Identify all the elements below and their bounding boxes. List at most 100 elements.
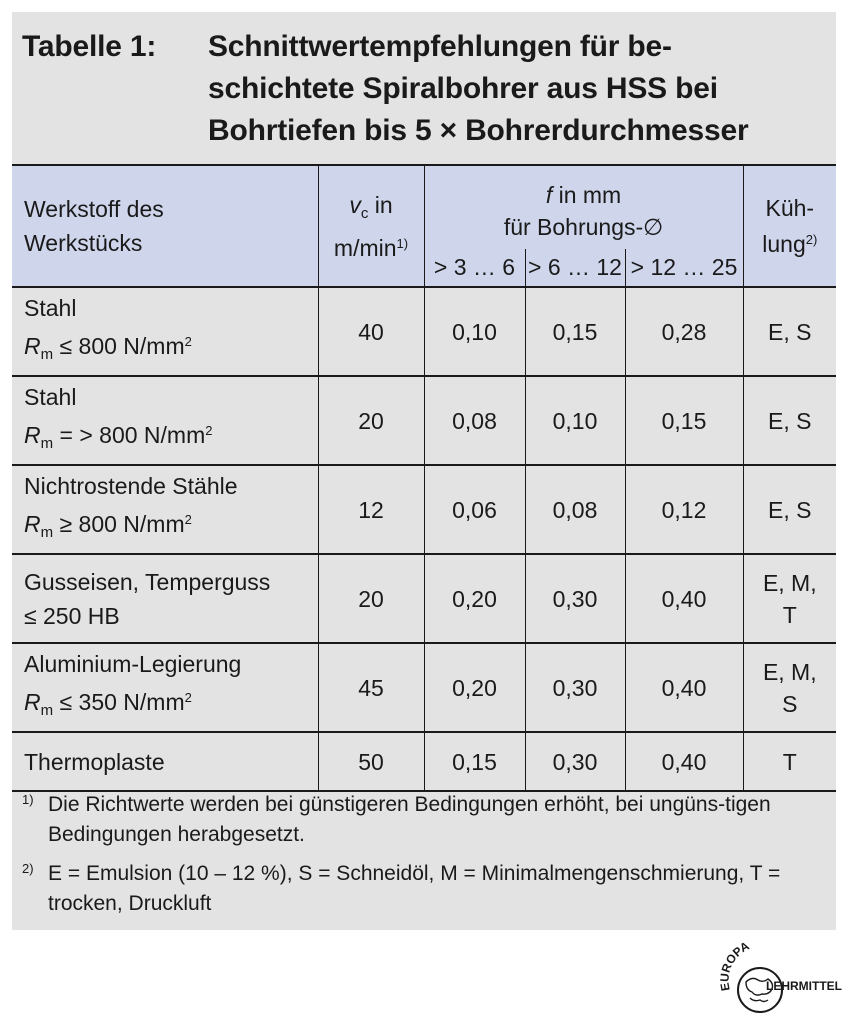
feed-cell: 0,15 xyxy=(423,731,525,791)
rm-value: ≤ 800 N/mm xyxy=(53,333,185,359)
vc-sub: c xyxy=(360,204,369,222)
cooling-value: E, S xyxy=(768,496,812,523)
vc-in: in xyxy=(368,191,393,218)
feed-cell: 0,08 xyxy=(423,375,525,465)
table-panel: Tabelle 1: Schnittwertempfehlungen für b… xyxy=(12,12,837,930)
cooling-value: T xyxy=(782,601,797,628)
vc-note: 1) xyxy=(396,235,409,251)
cool-line: lung xyxy=(762,231,806,257)
rm-sub: m xyxy=(40,524,54,541)
caption-line: schichtete Spiralbohrer aus HSS bei xyxy=(208,72,718,105)
rm-value: ≥ 800 N/mm xyxy=(53,511,185,537)
rm-value: ≤ 350 N/mm xyxy=(53,689,185,715)
rm-exp: 2 xyxy=(184,512,192,527)
cooling-value: E, S xyxy=(768,407,812,434)
rm-symbol: R xyxy=(24,689,41,715)
material-name: Stahl xyxy=(24,295,77,321)
feed-cell: 0,30 xyxy=(524,642,625,732)
footnote-marker: 2) xyxy=(22,861,34,876)
table-row: Gusseisen, Temperguss ≤ 250 HB 20 0,20 0,30 0… xyxy=(12,553,837,643)
feed-cell: 0,40 xyxy=(624,553,744,643)
vc-cell: 45 xyxy=(317,642,424,732)
logo-bottom-text: LEHRMITTEL xyxy=(766,979,842,993)
footnote-marker: 1) xyxy=(22,792,34,807)
europa-lehrmittel-logo: EUROPA LEHRMITTEL xyxy=(717,939,842,1013)
rm-exp: 2 xyxy=(184,690,192,705)
material-name: Aluminium-Legierung xyxy=(24,651,242,677)
cooling-value: E, M, xyxy=(762,569,817,596)
header-material-line: Werkstoff des xyxy=(24,196,164,222)
cutting-values-table: Werkstoff des Werkstücks vc in m/min1) f… xyxy=(12,164,837,792)
cooling-cell: E, S xyxy=(742,464,837,554)
cooling-cell: E, M, S xyxy=(742,642,837,732)
rm-sub: m xyxy=(40,702,54,719)
material-cell: Gusseisen, Temperguss ≤ 250 HB xyxy=(12,553,318,643)
caption-line: Bohrtiefen bis 5 × Bohrerdurchmesser xyxy=(208,114,749,147)
f-symbol: f xyxy=(545,181,553,208)
header-material-line: Werkstücks xyxy=(24,230,143,256)
material-spec: ≤ 250 HB xyxy=(24,602,120,629)
rm-exp: 2 xyxy=(205,423,213,438)
material-name: Stahl xyxy=(24,384,77,410)
header-material: Werkstoff des Werkstücks xyxy=(12,164,318,287)
header-vc: vc in m/min1) xyxy=(317,164,424,287)
footnote-text: E = Emulsion (10 – 12 %), S = Schneidöl,… xyxy=(48,862,781,915)
table-caption: Schnittwertempfehlungen für be- schichte… xyxy=(208,26,822,152)
table-row: Thermoplaste 50 0,15 0,30 0,40 T xyxy=(12,731,837,791)
material-cell: Stahl Rm ≤ 800 N/mm2 xyxy=(12,286,318,376)
material-name: Thermoplaste xyxy=(24,748,165,775)
footnote: 2) E = Emulsion (10 – 12 %), S = Schneid… xyxy=(22,859,822,919)
cooling-cell: E, S xyxy=(742,375,837,465)
feed-cell: 0,40 xyxy=(624,731,744,791)
range-header: > 6 … 12 xyxy=(524,249,625,287)
range-header: > 3 … 6 xyxy=(423,249,525,287)
rm-sub: m xyxy=(40,346,54,363)
vc-symbol: v xyxy=(349,191,361,218)
rm-exp: 2 xyxy=(184,334,192,349)
range-header: > 12 … 25 xyxy=(624,249,744,287)
material-cell: Stahl Rm = > 800 N/mm2 xyxy=(12,375,318,465)
vc-cell: 20 xyxy=(317,375,424,465)
f-diameter: für Bohrungs-∅ xyxy=(503,213,664,240)
feed-cell: 0,15 xyxy=(624,375,744,465)
feed-cell: 0,06 xyxy=(423,464,525,554)
rm-symbol: R xyxy=(24,422,41,448)
feed-cell: 0,30 xyxy=(524,553,625,643)
feed-cell: 0,08 xyxy=(524,464,625,554)
table-row: Aluminium-Legierung Rm ≤ 350 N/mm2 45 0,20 0… xyxy=(12,642,837,732)
table-row: Stahl Rm = > 800 N/mm2 20 0,08 0,10 0,15 E, S xyxy=(12,375,837,465)
vc-cell: 20 xyxy=(317,553,424,643)
cooling-value: E, S xyxy=(768,318,812,345)
rm-value: = > 800 N/mm xyxy=(53,422,206,448)
material-name: Nichtrostende Stähle xyxy=(24,473,238,499)
rm-symbol: R xyxy=(24,511,41,537)
cooling-cell: E, M, T xyxy=(742,553,837,643)
rm-symbol: R xyxy=(24,333,41,359)
rm-sub: m xyxy=(40,435,54,452)
feed-cell: 0,30 xyxy=(524,731,625,791)
header-cooling: Küh- lung2) xyxy=(742,164,837,287)
feed-cell: 0,28 xyxy=(624,286,744,376)
table-title: Tabelle 1: Schnittwertempfehlungen für b… xyxy=(22,26,822,152)
feed-cell: 0,40 xyxy=(624,642,744,732)
feed-cell: 0,15 xyxy=(524,286,625,376)
feed-cell: 0,10 xyxy=(524,375,625,465)
material-cell: Thermoplaste xyxy=(12,731,318,791)
feed-cell: 0,10 xyxy=(423,286,525,376)
cooling-cell: E, S xyxy=(742,286,837,376)
material-name: Gusseisen, Temperguss xyxy=(24,568,271,595)
cooling-value: T xyxy=(782,748,797,775)
vc-unit: m/min xyxy=(333,234,397,261)
cool-note: 2) xyxy=(805,232,818,247)
header-feed: f in mm für Bohrungs-∅ xyxy=(423,164,744,249)
caption-line: Schnittwertempfehlungen für be- xyxy=(208,30,672,63)
footnote-text: Die Richtwerte werden bei günstigeren Be… xyxy=(48,793,771,846)
table-row: Stahl Rm ≤ 800 N/mm2 40 0,10 0,15 0,28 E, S xyxy=(12,286,837,376)
vc-cell: 12 xyxy=(317,464,424,554)
feed-cell: 0,12 xyxy=(624,464,744,554)
table-row: Nichtrostende Stähle Rm ≥ 800 N/mm2 12 0,06… xyxy=(12,464,837,554)
feed-cell: 0,20 xyxy=(423,553,525,643)
f-unit: in mm xyxy=(552,181,622,208)
vc-cell: 40 xyxy=(317,286,424,376)
footnote: 1) Die Richtwerte werden bei günstigeren… xyxy=(22,790,822,850)
